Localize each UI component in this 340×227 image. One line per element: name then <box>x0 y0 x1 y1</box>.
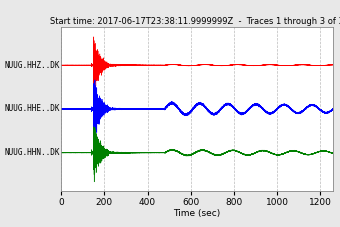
Text: NUUG.HHZ..DK: NUUG.HHZ..DK <box>4 61 60 70</box>
Title: Start time: 2017-06-17T23:38:11.9999999Z  -  Traces 1 through 3 of 3: Start time: 2017-06-17T23:38:11.9999999Z… <box>50 17 340 27</box>
X-axis label: Time (sec): Time (sec) <box>174 209 221 218</box>
Text: NUUG.HHN..DK: NUUG.HHN..DK <box>4 148 60 157</box>
Text: NUUG.HHE..DK: NUUG.HHE..DK <box>4 104 60 114</box>
